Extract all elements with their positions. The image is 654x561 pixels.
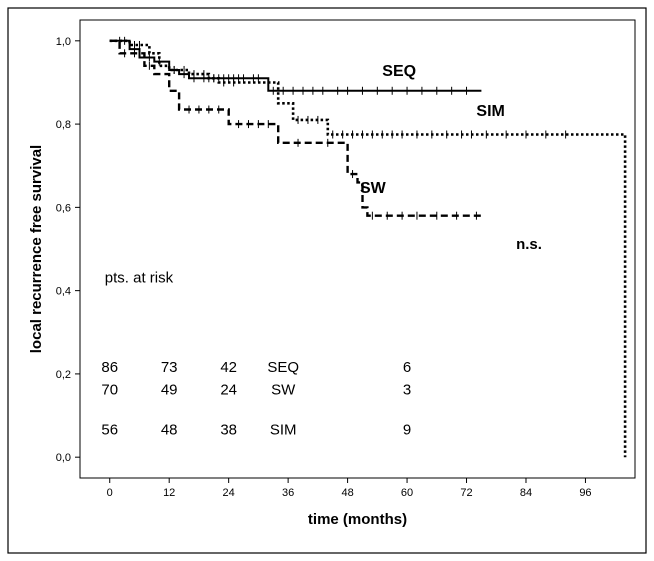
x-tick-label: 36 <box>282 487 294 499</box>
risk-value-sim: 9 <box>403 421 411 438</box>
y-tick-label: 0,4 <box>56 286 71 298</box>
series-line-seq <box>109 39 482 92</box>
y-axis-title: local recurrence free survival <box>28 145 45 353</box>
risk-value-sw: 24 <box>220 382 237 399</box>
x-tick-label: 48 <box>341 487 353 499</box>
risk-value-sw: 3 <box>403 382 411 399</box>
significance-annotation: n.s. <box>516 236 542 253</box>
risk-row-label-seq: SEQ <box>267 359 299 376</box>
risk-value-sim: 56 <box>101 421 118 438</box>
series-label-seq: SEQ <box>382 63 416 80</box>
x-axis-title: time (months) <box>308 511 407 528</box>
y-tick-label: 0,0 <box>56 452 71 464</box>
x-tick-label: 60 <box>401 487 413 499</box>
y-tick-label: 0,8 <box>56 119 71 131</box>
outer-frame <box>7 7 647 554</box>
x-tick-label: 0 <box>107 487 113 499</box>
risk-value-sim: 38 <box>220 421 237 438</box>
risk-value-seq: 73 <box>161 359 178 376</box>
risk-value-sim: 48 <box>161 421 178 438</box>
x-tick-label: 96 <box>579 487 591 499</box>
risk-value-seq: 42 <box>220 359 237 376</box>
risk-table-heading: pts. at risk <box>105 269 174 286</box>
plot-area-border <box>79 19 636 479</box>
x-tick-label: 12 <box>163 487 175 499</box>
y-tick-label: 1,0 <box>56 36 71 48</box>
series-label-sw: SW <box>360 180 387 197</box>
y-tick-label: 0,2 <box>56 369 71 381</box>
x-tick-label: 72 <box>460 487 472 499</box>
risk-value-seq: 86 <box>101 359 118 376</box>
risk-value-seq: 6 <box>403 359 411 376</box>
x-tick-label: 84 <box>520 487 532 499</box>
series-line-sw <box>109 39 482 217</box>
series-label-sim: SIM <box>476 103 504 120</box>
x-tick-label: 24 <box>223 487 235 499</box>
y-tick-label: 0,6 <box>56 202 71 214</box>
risk-row-label-sw: SW <box>271 382 296 399</box>
series-line-sim <box>109 39 627 458</box>
risk-row-label-sim: SIM <box>270 421 297 438</box>
risk-value-sw: 49 <box>161 382 178 399</box>
risk-value-sw: 70 <box>101 382 118 399</box>
